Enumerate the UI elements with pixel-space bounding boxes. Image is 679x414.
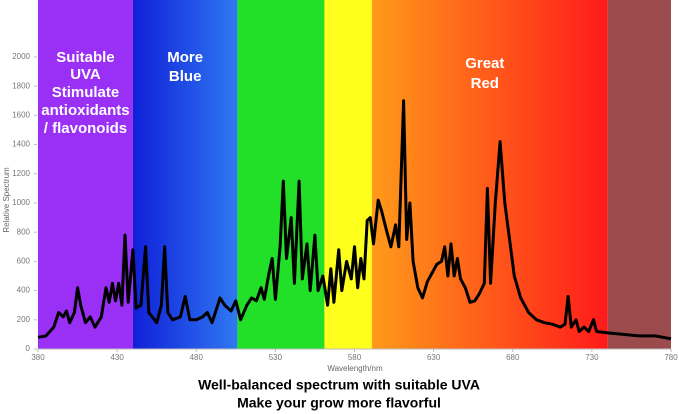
y-tick-label: 0 — [26, 344, 31, 353]
x-tick-label: 480 — [190, 353, 204, 362]
y-tick-label: 200 — [17, 315, 31, 324]
caption: Well-balanced spectrum with suitable UVA — [198, 377, 480, 393]
band-label: antioxidants — [41, 102, 129, 119]
x-tick-label: 530 — [269, 353, 283, 362]
band-label: Red — [471, 75, 499, 92]
x-tick-label: 780 — [664, 353, 678, 362]
band-label: Suitable — [56, 49, 114, 66]
band-label: More — [167, 49, 203, 66]
spectrum-band — [237, 0, 325, 349]
x-tick-label: 730 — [585, 353, 599, 362]
x-tick-label: 630 — [427, 353, 441, 362]
band-label: UVA — [70, 66, 101, 83]
y-tick-label: 800 — [17, 227, 31, 236]
y-tick-label: 400 — [17, 286, 31, 295]
y-tick-label: 1800 — [12, 81, 30, 90]
band-label: Stimulate — [52, 84, 120, 101]
y-tick-label: 2000 — [12, 52, 30, 61]
band-label: / flavonoids — [44, 120, 127, 137]
spectrum-band — [371, 0, 608, 349]
x-tick-label: 380 — [31, 353, 45, 362]
y-tick-label: 1000 — [12, 198, 30, 207]
x-axis-title: Wavelength/nm — [327, 364, 383, 373]
x-tick-label: 580 — [348, 353, 362, 362]
y-axis-title: Relative Spectrum — [2, 167, 11, 233]
y-tick-label: 1200 — [12, 169, 30, 178]
spectrum-band — [324, 0, 372, 349]
spectrum-band — [132, 0, 238, 349]
spectrum-band — [607, 0, 671, 349]
x-tick-label: 430 — [110, 353, 124, 362]
caption: Make your grow more flavorful — [237, 395, 441, 411]
spectrum-line — [37, 99, 672, 341]
band-label: Great — [465, 55, 504, 72]
y-tick-label: 1400 — [12, 140, 30, 149]
y-tick-label: 1600 — [12, 110, 30, 119]
band-label: Blue — [169, 68, 202, 85]
x-tick-label: 680 — [506, 353, 520, 362]
y-tick-label: 600 — [17, 256, 31, 265]
